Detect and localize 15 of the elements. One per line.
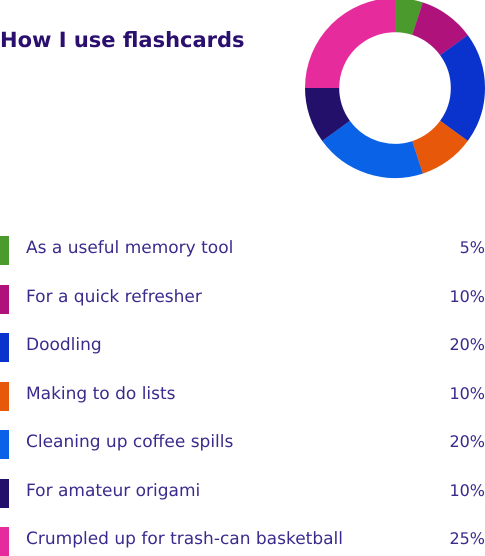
legend-label: Making to do lists <box>26 384 176 404</box>
data-label: 5% <box>460 238 485 257</box>
legend-label: Cleaning up coffee spills <box>26 432 234 452</box>
data-label: 20% <box>449 335 485 354</box>
legend-label: For amateur origami <box>26 480 200 500</box>
text: How I use flashcards <box>0 28 245 52</box>
legend-label: Crumpled up for trash-can basketball <box>26 529 343 549</box>
legend-label: For a quick refresher <box>26 286 202 306</box>
legend-label: Doodling <box>26 335 102 355</box>
data-label: 10% <box>449 480 485 500</box>
data-label: 25% <box>449 529 485 548</box>
data-label: 10% <box>449 286 485 306</box>
data-label: 10% <box>449 384 485 402</box>
data-label: 20% <box>449 432 485 451</box>
legend-label: As a useful memory tool <box>26 238 234 258</box>
